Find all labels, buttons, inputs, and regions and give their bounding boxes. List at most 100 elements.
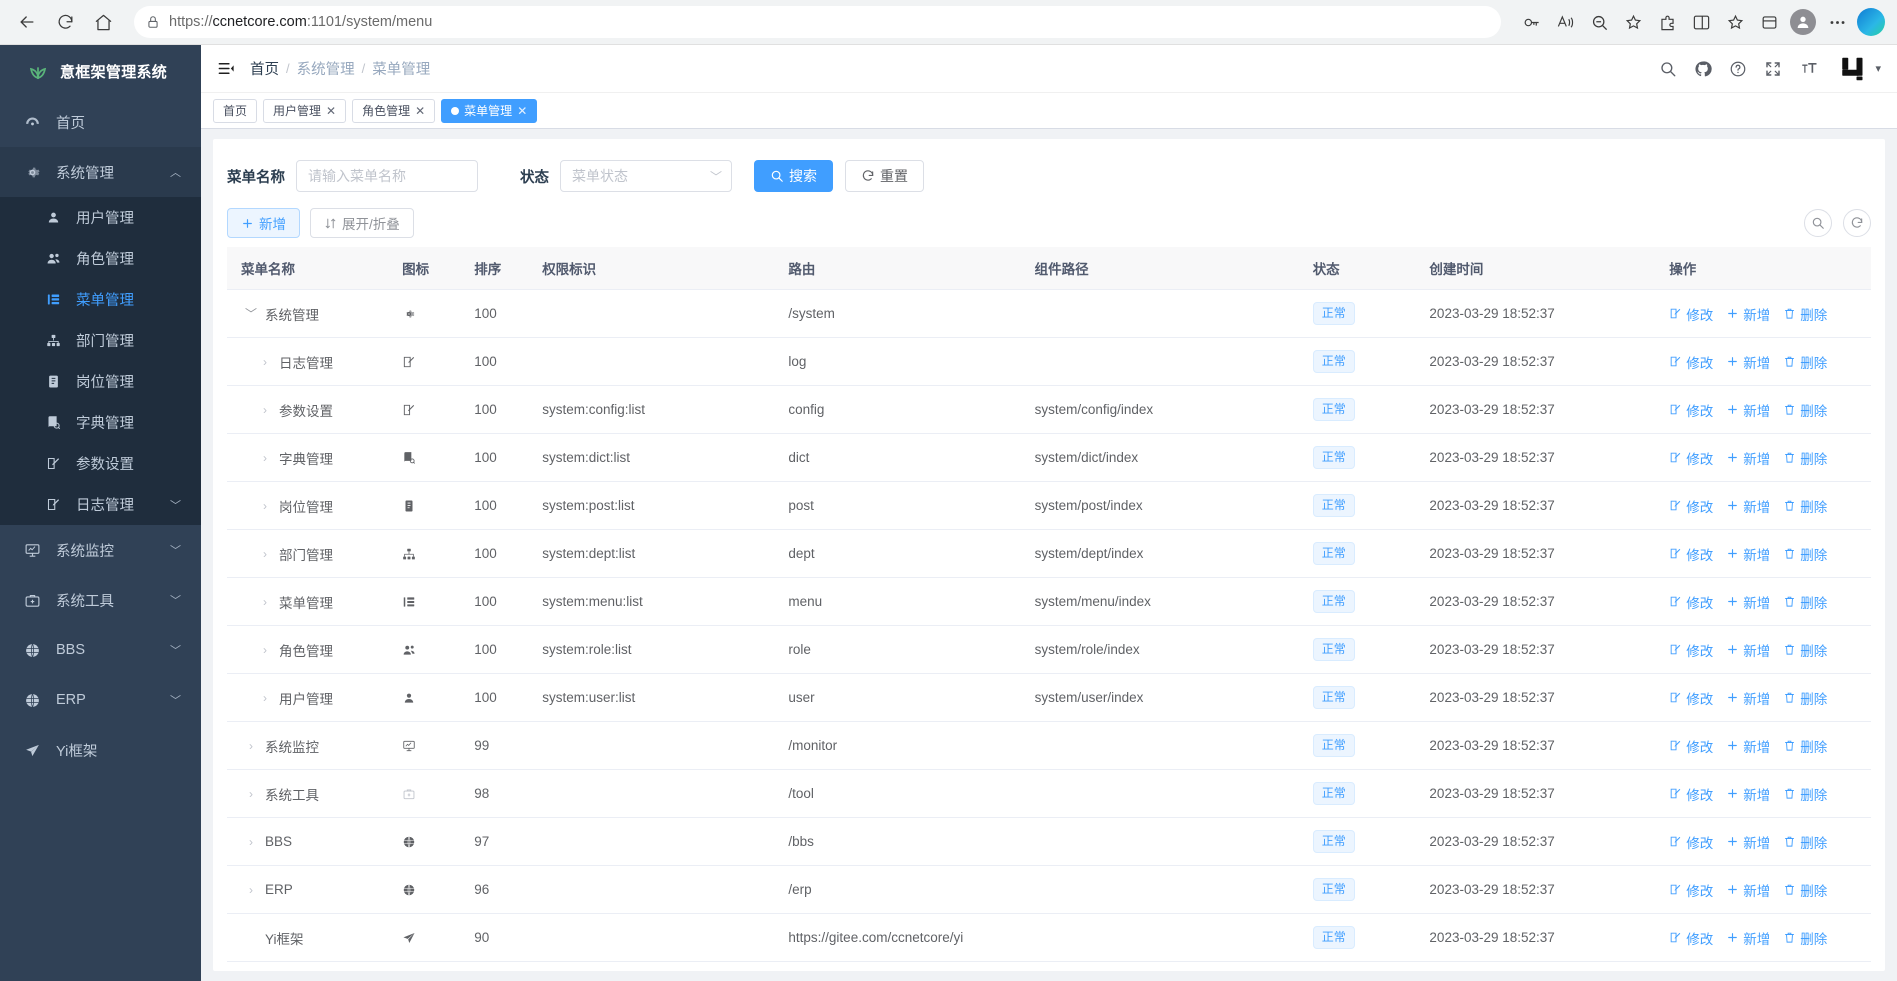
- action-新增[interactable]: 新增: [1726, 688, 1770, 708]
- sidebar-item-yi[interactable]: Yi框架: [0, 725, 201, 775]
- refresh-button[interactable]: [1843, 209, 1871, 237]
- sidebar-item-config[interactable]: 参数设置: [0, 443, 201, 484]
- reload-icon[interactable]: [48, 5, 82, 39]
- reset-button[interactable]: 重置: [845, 160, 924, 192]
- table-row[interactable]: › 系统监控 99/monitor 正常 2023-03-29 18:52:37 修改 新增…: [227, 721, 1871, 770]
- table-row[interactable]: › 字典管理 100 system:dict:list dict system/dict/…: [227, 433, 1871, 482]
- back-arrow-icon[interactable]: [10, 5, 44, 39]
- close-icon[interactable]: ✕: [415, 103, 426, 118]
- action-删除[interactable]: 删除: [1783, 688, 1827, 708]
- action-新增[interactable]: 新增: [1726, 352, 1770, 372]
- action-新增[interactable]: 新增: [1726, 400, 1770, 420]
- action-删除[interactable]: 删除: [1783, 928, 1827, 948]
- sidebar-item-roles[interactable]: 角色管理: [0, 238, 201, 279]
- sidebar-item-bbs[interactable]: BBS ﹀: [0, 625, 201, 675]
- sidebar-item-monitor[interactable]: 系统监控 ﹀: [0, 525, 201, 575]
- sidebar-item-depts[interactable]: 部门管理: [0, 320, 201, 361]
- menu-name-input[interactable]: [296, 160, 478, 192]
- action-删除[interactable]: 删除: [1783, 592, 1827, 612]
- action-新增[interactable]: 新增: [1726, 784, 1770, 804]
- action-修改[interactable]: 修改: [1669, 352, 1713, 372]
- status-select[interactable]: 菜单状态 ﹀: [560, 160, 732, 192]
- action-修改[interactable]: 修改: [1669, 448, 1713, 468]
- search-icon[interactable]: [1659, 60, 1677, 78]
- table-row[interactable]: › 日志管理 100 log 正常 2023-03-29 18:52:37 修改 新增 删除: [227, 337, 1871, 386]
- action-修改[interactable]: 修改: [1669, 592, 1713, 612]
- action-修改[interactable]: 修改: [1669, 496, 1713, 516]
- action-新增[interactable]: 新增: [1726, 928, 1770, 948]
- action-修改[interactable]: 修改: [1669, 304, 1713, 324]
- action-新增[interactable]: 新增: [1726, 592, 1770, 612]
- action-修改[interactable]: 修改: [1669, 688, 1713, 708]
- add-favorite-icon[interactable]: [1617, 6, 1649, 38]
- expand-collapse-button[interactable]: 展开/折叠: [310, 208, 414, 238]
- table-row[interactable]: ﹀ 系统管理 100/system 正常 2023-03-29 18:52:37 修改 新增…: [227, 289, 1871, 338]
- profile-icon[interactable]: [1787, 6, 1819, 38]
- sidebar-item-home[interactable]: 首页: [0, 97, 201, 147]
- action-修改[interactable]: 修改: [1669, 736, 1713, 756]
- font-size-icon[interactable]: [1799, 60, 1819, 78]
- tab-role-management[interactable]: 角色管理 ✕: [352, 98, 436, 123]
- chevron-right-icon[interactable]: ›: [263, 546, 267, 561]
- chevron-right-icon[interactable]: ›: [263, 594, 267, 609]
- sidebar-item-erp[interactable]: ERP ﹀: [0, 675, 201, 725]
- copilot-icon[interactable]: [1855, 6, 1887, 38]
- action-新增[interactable]: 新增: [1726, 736, 1770, 756]
- home-icon[interactable]: [86, 5, 120, 39]
- chevron-down-icon[interactable]: ﹀: [244, 307, 257, 321]
- action-新增[interactable]: 新增: [1726, 496, 1770, 516]
- action-删除[interactable]: 删除: [1783, 400, 1827, 420]
- chevron-right-icon[interactable]: ›: [263, 450, 267, 465]
- sidebar-item-system[interactable]: 系统管理 ︿: [0, 147, 201, 197]
- sidebar-item-tools[interactable]: 系统工具 ﹀: [0, 575, 201, 625]
- tab-home[interactable]: 首页: [213, 98, 258, 123]
- action-修改[interactable]: 修改: [1669, 880, 1713, 900]
- user-avatar[interactable]: ▾: [1840, 56, 1881, 82]
- action-删除[interactable]: 删除: [1783, 832, 1827, 852]
- sidebar-item-posts[interactable]: 岗位管理: [0, 361, 201, 402]
- sidebar-item-logs[interactable]: 日志管理 ﹀: [0, 484, 201, 525]
- chevron-right-icon[interactable]: ›: [249, 834, 253, 849]
- breadcrumb-item-menu[interactable]: 菜单管理: [372, 62, 431, 78]
- action-新增[interactable]: 新增: [1726, 544, 1770, 564]
- table-row[interactable]: › 角色管理 100 system:role:list role system/role/…: [227, 625, 1871, 674]
- collections-icon[interactable]: [1753, 6, 1785, 38]
- action-删除[interactable]: 删除: [1783, 496, 1827, 516]
- action-修改[interactable]: 修改: [1669, 400, 1713, 420]
- settings-more-icon[interactable]: [1821, 6, 1853, 38]
- tab-menu-management[interactable]: 菜单管理 ✕: [441, 98, 538, 123]
- action-修改[interactable]: 修改: [1669, 640, 1713, 660]
- action-修改[interactable]: 修改: [1669, 928, 1713, 948]
- table-row[interactable]: › BBS 97/bbs 正常 2023-03-29 18:52:37 修改 新增 删除: [227, 817, 1871, 866]
- action-新增[interactable]: 新增: [1726, 640, 1770, 660]
- fullscreen-icon[interactable]: [1764, 60, 1782, 78]
- close-icon[interactable]: ✕: [517, 103, 528, 118]
- action-修改[interactable]: 修改: [1669, 784, 1713, 804]
- table-row[interactable]: › ERP 96/erp 正常 2023-03-29 18:52:37 修改 新增 删除: [227, 865, 1871, 914]
- chevron-right-icon[interactable]: ›: [263, 498, 267, 513]
- extensions-icon[interactable]: [1651, 6, 1683, 38]
- chevron-right-icon[interactable]: ›: [263, 642, 267, 657]
- favorites-icon[interactable]: [1719, 6, 1751, 38]
- action-新增[interactable]: 新增: [1726, 448, 1770, 468]
- table-row[interactable]: Yi框架 90 https://gitee.com/ccnetcore/yi 正常 20…: [227, 913, 1871, 962]
- github-icon[interactable]: [1694, 60, 1713, 78]
- chevron-right-icon[interactable]: ›: [263, 690, 267, 705]
- table-row[interactable]: › 系统工具 98/tool 正常 2023-03-29 18:52:37 修改 新增 删除: [227, 769, 1871, 818]
- action-删除[interactable]: 删除: [1783, 544, 1827, 564]
- action-删除[interactable]: 删除: [1783, 448, 1827, 468]
- chevron-right-icon[interactable]: ›: [249, 882, 253, 897]
- chevron-right-icon[interactable]: ›: [263, 402, 267, 417]
- address-bar[interactable]: https://ccnetcore.com:1101/system/menu: [134, 6, 1501, 38]
- table-row[interactable]: › 岗位管理 100 system:post:list post system/post/…: [227, 481, 1871, 530]
- action-删除[interactable]: 删除: [1783, 640, 1827, 660]
- action-新增[interactable]: 新增: [1726, 304, 1770, 324]
- table-row[interactable]: › 部门管理 100 system:dept:list dept system/dept/…: [227, 529, 1871, 578]
- table-row[interactable]: › 参数设置 100 system:config:list config system/c…: [227, 385, 1871, 434]
- action-删除[interactable]: 删除: [1783, 352, 1827, 372]
- search-button[interactable]: 搜索: [754, 160, 833, 192]
- chevron-right-icon[interactable]: ›: [249, 738, 253, 753]
- brand[interactable]: 意框架管理系统: [0, 45, 201, 97]
- action-删除[interactable]: 删除: [1783, 784, 1827, 804]
- read-aloud-icon[interactable]: [1549, 6, 1581, 38]
